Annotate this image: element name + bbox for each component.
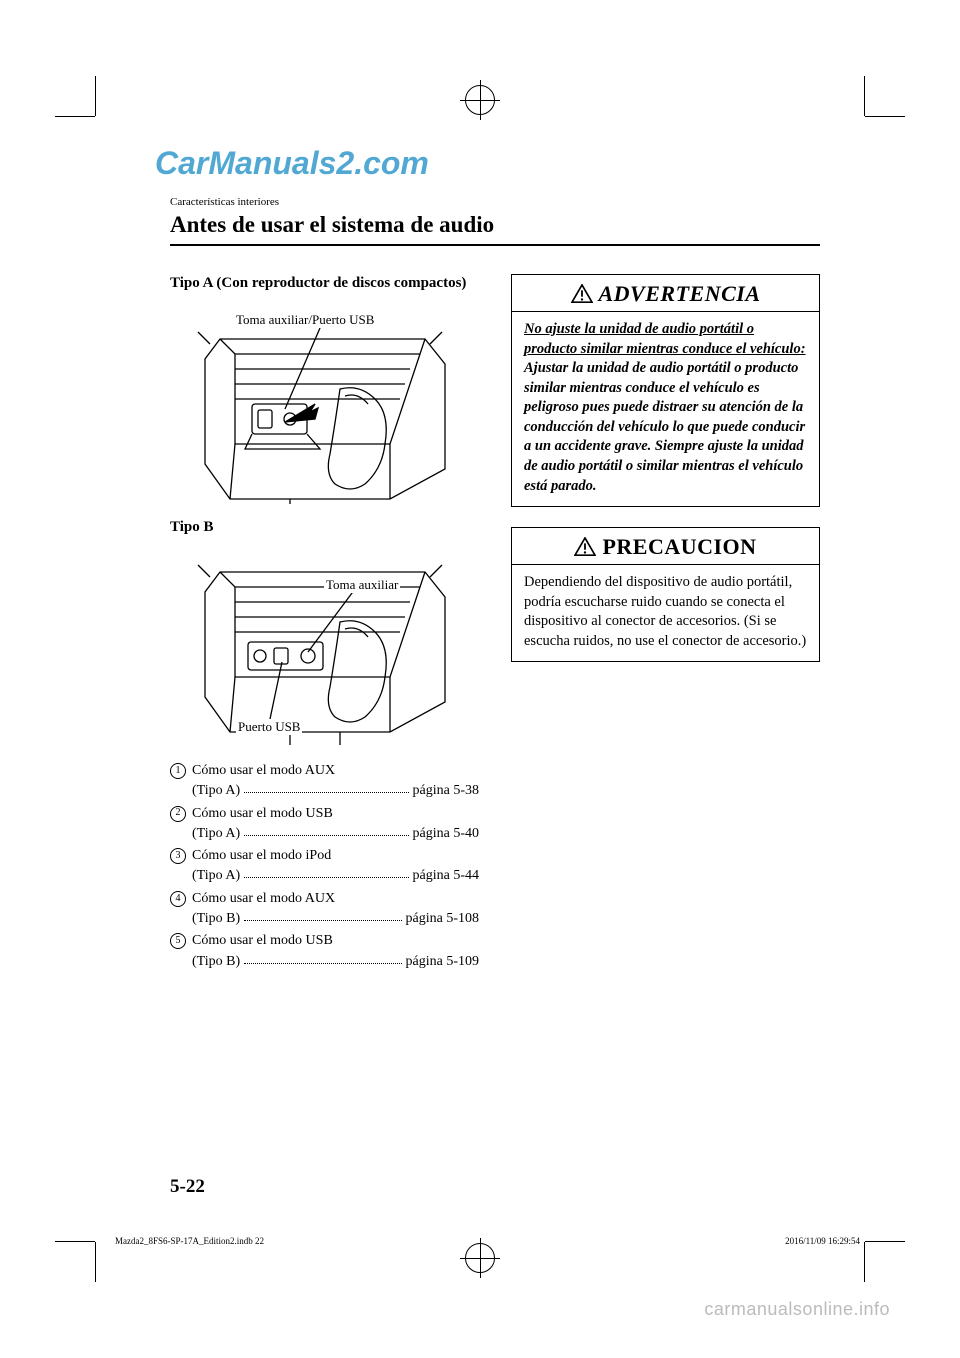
ref-page: página 5-44 bbox=[413, 866, 479, 886]
crop-mark bbox=[75, 1222, 115, 1262]
header-rule bbox=[170, 244, 820, 246]
warning-underlined: No ajuste la unidad de audio portátil o … bbox=[524, 321, 806, 357]
footer-right: 2016/11/09 16:29:54 bbox=[785, 1236, 860, 1246]
caution-icon bbox=[574, 537, 596, 557]
ref-text: Cómo usar el modo AUX bbox=[192, 889, 479, 909]
leader-dots bbox=[244, 909, 401, 921]
warning-box: ADVERTENCIA No ajuste la unidad de audio… bbox=[511, 274, 820, 507]
registration-mark bbox=[465, 1243, 495, 1273]
diagram-b-label-top: Toma auxiliar bbox=[324, 577, 400, 593]
ref-number-1: 1 bbox=[170, 763, 186, 779]
ref-text: Cómo usar el modo USB bbox=[192, 931, 479, 951]
console-diagram-a-svg bbox=[190, 304, 460, 504]
crop-mark bbox=[75, 96, 115, 136]
ref-page: página 5-108 bbox=[406, 909, 479, 929]
caution-title: PRECAUCION bbox=[602, 534, 756, 560]
ref-type: (Tipo B) bbox=[192, 952, 240, 972]
leader-dots bbox=[244, 952, 401, 964]
diagram-type-a: Toma auxiliar/Puerto USB bbox=[190, 304, 460, 504]
footer-info: Mazda2_8FS6-SP-17A_Edition2.indb 22 2016… bbox=[115, 1236, 860, 1246]
section-a-title: Tipo A (Con reproductor de discos compac… bbox=[170, 274, 479, 294]
registration-mark bbox=[465, 85, 495, 115]
ref-item: 4 Cómo usar el modo AUX (Tipo B) página … bbox=[170, 889, 479, 930]
leader-dots bbox=[244, 781, 408, 793]
warning-title: ADVERTENCIA bbox=[599, 281, 761, 307]
ref-number-2: 2 bbox=[170, 806, 186, 822]
caution-body: Dependiendo del dispositivo de audio por… bbox=[512, 565, 819, 661]
warning-body: No ajuste la unidad de audio portátil o … bbox=[512, 312, 819, 506]
left-column: Tipo A (Con reproductor de discos compac… bbox=[170, 274, 479, 974]
ref-page: página 5-40 bbox=[413, 824, 479, 844]
ref-item: 3 Cómo usar el modo iPod (Tipo A) página… bbox=[170, 846, 479, 887]
ref-type: (Tipo B) bbox=[192, 909, 240, 929]
ref-number-3: 3 bbox=[170, 848, 186, 864]
warning-icon bbox=[571, 284, 593, 304]
footer-left: Mazda2_8FS6-SP-17A_Edition2.indb 22 bbox=[115, 1236, 264, 1246]
ref-item: 2 Cómo usar el modo USB (Tipo A) página … bbox=[170, 804, 479, 845]
watermark-top: CarManuals2.com bbox=[155, 145, 429, 182]
crop-mark bbox=[845, 96, 885, 136]
warning-header: ADVERTENCIA bbox=[512, 275, 819, 312]
leader-dots bbox=[244, 866, 408, 878]
reference-list: 1 Cómo usar el modo AUX (Tipo A) página … bbox=[170, 761, 479, 972]
header-title: Antes de usar el sistema de audio bbox=[170, 212, 820, 238]
diagram-type-b: Toma auxiliar Puerto USB bbox=[190, 547, 460, 747]
ref-text: Cómo usar el modo USB bbox=[192, 804, 479, 824]
warning-text: Ajustar la unidad de audio portátil o pr… bbox=[524, 360, 805, 493]
ref-item: 5 Cómo usar el modo USB (Tipo B) página … bbox=[170, 931, 479, 972]
watermark-bottom: carmanualsonline.info bbox=[704, 1299, 890, 1320]
caution-box: PRECAUCION Dependiendo del dispositivo d… bbox=[511, 527, 820, 662]
page-number: 5-22 bbox=[170, 1176, 205, 1198]
section-b-title: Tipo B bbox=[170, 518, 479, 538]
ref-page: página 5-38 bbox=[413, 781, 479, 801]
leader-dots bbox=[244, 824, 408, 836]
ref-number-5: 5 bbox=[170, 933, 186, 949]
ref-text: Cómo usar el modo iPod bbox=[192, 846, 479, 866]
columns-container: Tipo A (Con reproductor de discos compac… bbox=[170, 274, 820, 974]
manual-page: CarManuals2.com Características interior… bbox=[0, 0, 960, 1358]
diagram-a-label: Toma auxiliar/Puerto USB bbox=[234, 312, 376, 328]
ref-item: 1 Cómo usar el modo AUX (Tipo A) página … bbox=[170, 761, 479, 802]
diagram-b-label-bottom: Puerto USB bbox=[236, 719, 302, 735]
ref-text: Cómo usar el modo AUX bbox=[192, 761, 479, 781]
ref-type: (Tipo A) bbox=[192, 781, 240, 801]
ref-number-4: 4 bbox=[170, 891, 186, 907]
caution-header: PRECAUCION bbox=[512, 528, 819, 565]
ref-type: (Tipo A) bbox=[192, 866, 240, 886]
header-category: Características interiores bbox=[170, 196, 820, 208]
ref-page: página 5-109 bbox=[406, 952, 479, 972]
ref-type: (Tipo A) bbox=[192, 824, 240, 844]
content-area: Características interiores Antes de usar… bbox=[170, 196, 820, 1158]
right-column: ADVERTENCIA No ajuste la unidad de audio… bbox=[511, 274, 820, 974]
